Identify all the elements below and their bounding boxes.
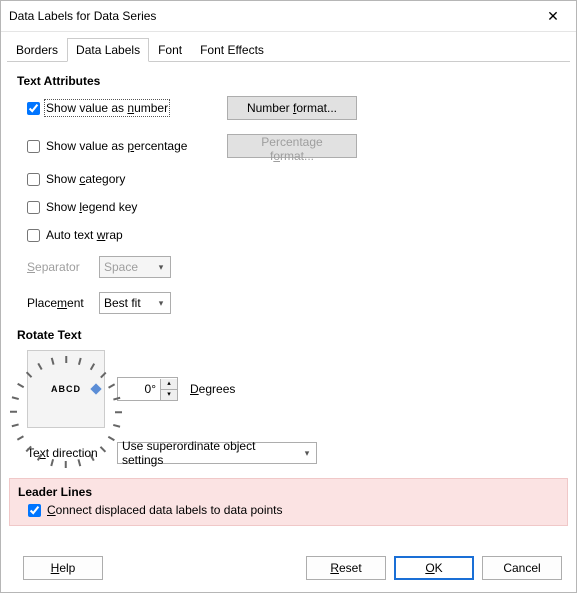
percentage-format-button: Percentage format... [227,134,357,158]
dial-center-text: ABCD [51,384,81,394]
checkbox-show-legend-key[interactable] [27,201,40,214]
dial-marker[interactable] [90,383,101,394]
check-show-category[interactable]: Show category [27,172,125,186]
tab-bar: Borders Data Labels Font Font Effects [7,38,570,62]
tab-borders[interactable]: Borders [7,38,67,62]
close-button[interactable]: ✕ [530,1,576,31]
window-title: Data Labels for Data Series [9,9,156,23]
angle-spin-up[interactable]: ▴ [160,379,177,390]
chevron-down-icon: ▾ [154,262,168,273]
checkbox-show-category[interactable] [27,173,40,186]
check-show-legend-key[interactable]: Show legend key [27,200,137,214]
checkbox-show-value-number[interactable] [27,102,40,115]
check-show-value-percentage[interactable]: Show value as percentage [27,139,227,153]
dialog-body: Text Attributes Show value as number Num… [1,62,576,544]
ok-button[interactable]: OK [394,556,474,580]
leader-lines-section: Leader Lines Connect displaced data labe… [9,478,568,526]
separator-label: Separator [27,260,99,274]
text-direction-select[interactable]: Use superordinate object settings▾ [117,442,317,464]
reset-button[interactable]: Reset [306,556,386,580]
dialog-window: Data Labels for Data Series ✕ Borders Da… [0,0,577,593]
tab-font[interactable]: Font [149,38,191,62]
degrees-label: Degrees [190,382,235,396]
check-connect-leader[interactable]: Connect displaced data labels to data po… [28,503,559,517]
check-show-value-number[interactable]: Show value as number [27,101,227,115]
check-auto-text-wrap[interactable]: Auto text wrap [27,228,123,242]
rotation-dial[interactable]: ABCD [27,350,105,428]
placement-label: Placement [27,296,99,310]
cancel-button[interactable]: Cancel [482,556,562,580]
dialog-footer: Help Reset OK Cancel [1,544,576,592]
number-format-button[interactable]: Number format... [227,96,357,120]
tab-font-effects[interactable]: Font Effects [191,38,273,62]
section-leader-lines: Leader Lines [18,485,559,499]
help-button[interactable]: Help [23,556,103,580]
checkbox-show-value-percentage[interactable] [27,140,40,153]
chevron-down-icon: ▾ [154,298,168,309]
angle-spinner[interactable]: ▴ ▾ [117,377,178,401]
checkbox-auto-text-wrap[interactable] [27,229,40,242]
section-text-attributes: Text Attributes [17,74,560,88]
chevron-down-icon: ▾ [300,448,314,459]
placement-select[interactable]: Best fit▾ [99,292,171,314]
separator-select: Space▾ [99,256,171,278]
angle-input[interactable] [118,378,160,400]
section-rotate-text: Rotate Text [17,328,560,342]
checkbox-connect-leader[interactable] [28,504,41,517]
titlebar: Data Labels for Data Series ✕ [1,1,576,32]
tab-data-labels[interactable]: Data Labels [67,38,149,62]
angle-spin-down[interactable]: ▾ [160,390,177,400]
